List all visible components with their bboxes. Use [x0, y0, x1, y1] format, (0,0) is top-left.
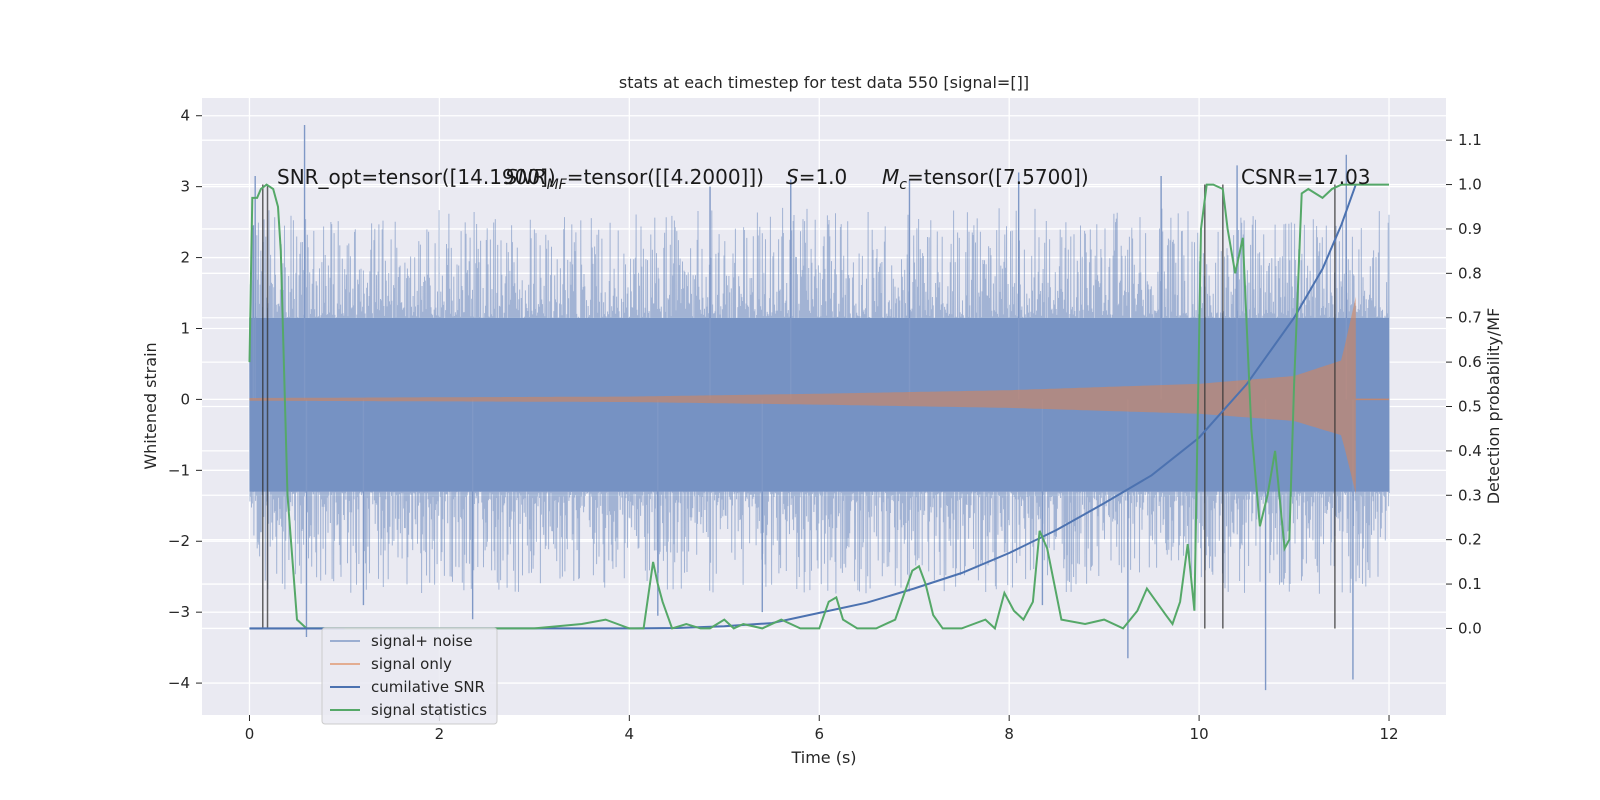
legend-label-signal-statistics: signal statistics: [371, 701, 487, 719]
y-right-tick-label: 1.1: [1458, 131, 1482, 149]
y-tick-label: −3: [168, 603, 190, 621]
y-tick-label: 0: [180, 390, 190, 408]
vertical-markers: [262, 184, 1336, 629]
cumulative-snr-line: [249, 184, 1357, 630]
y-right-tick-label: 1.0: [1458, 176, 1482, 194]
legend-box: [321, 627, 498, 725]
y-tick-label: −1: [168, 461, 190, 479]
y-tick-label: −2: [168, 532, 190, 550]
y-right-tick-label: 0.9: [1458, 220, 1482, 238]
x-tick-label: 0: [245, 725, 255, 743]
y-right-tick-label: 0.8: [1458, 264, 1482, 282]
signal-statistics-line: [248, 183, 1389, 631]
y-tick-label: 4: [180, 107, 190, 125]
y-tick-label: 1: [180, 319, 190, 337]
annotation-snr-mf: SNRMF=tensor([[4.2000]]): [505, 165, 764, 193]
y-right-tick-label: 0.5: [1458, 398, 1482, 416]
x-tick-label: 12: [1379, 725, 1398, 743]
y-tick-label: 3: [180, 178, 190, 196]
y-right-axis-title: Detection probability/MF: [1484, 308, 1503, 505]
x-tick-label: 6: [814, 725, 824, 743]
annotation-mc: Mc=tensor([7.5700]): [882, 165, 1089, 193]
y-right-tick-label: 0.2: [1458, 531, 1482, 549]
x-tick-label: 2: [435, 725, 445, 743]
tick-labels: 0 2 4 6 8 10 1243210−1−2−3−41.11.00.90.80.70.6…: [168, 107, 1482, 743]
y-right-tick-label: 0.0: [1458, 619, 1482, 637]
y-right-tick-label: 0.7: [1458, 309, 1482, 327]
y-tick-label: 2: [180, 249, 190, 267]
x-axis-title: Time (s): [790, 748, 856, 767]
y-right-tick-label: 0.3: [1458, 486, 1482, 504]
legend: signal+ noise signal only cumilative SNR…: [321, 627, 498, 725]
x-tick-label: 10: [1190, 725, 1209, 743]
y-right-tick-label: 0.4: [1458, 442, 1482, 460]
y-right-tick-label: 0.1: [1458, 575, 1482, 593]
signal-only-series: [249, 296, 1390, 494]
y-tick-label: −4: [168, 674, 190, 692]
annotation-csnr: CSNR=17.03: [1241, 165, 1371, 189]
annotation-s: S=1.0: [786, 165, 847, 189]
legend-label-signal-noise: signal+ noise: [371, 632, 473, 650]
x-tick-label: 4: [625, 725, 635, 743]
y-right-tick-label: 0.6: [1458, 353, 1482, 371]
y-axis-title: Whitened strain: [141, 342, 160, 469]
x-tick-label: 8: [1004, 725, 1014, 743]
legend-label-cumulative-snr: cumilative SNR: [371, 678, 485, 696]
chart-title: stats at each timestep for test data 550…: [619, 73, 1029, 92]
signal-envelope: [249, 296, 1356, 494]
legend-label-signal-only: signal only: [371, 655, 452, 673]
annotation-snr-opt: SNR_opt=tensor([14.1900]): [277, 165, 556, 189]
